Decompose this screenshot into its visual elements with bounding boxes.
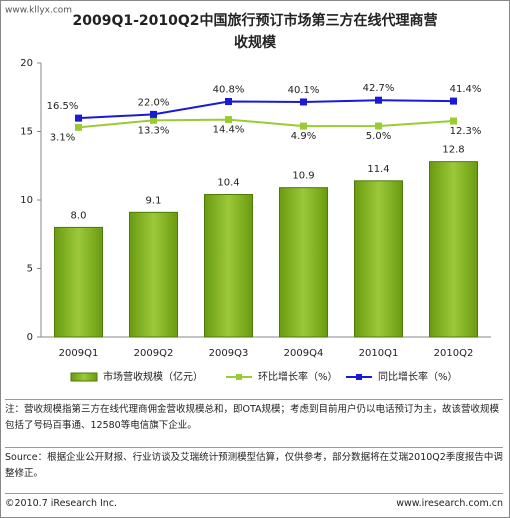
line-value-label: 3.1% (50, 132, 75, 143)
y-tick-label: 15 (20, 127, 33, 138)
line-marker (300, 98, 307, 106)
legend-swatch (70, 372, 98, 382)
x-tick-label: 2009Q2 (134, 348, 174, 359)
legend-label: 市场营收规模（亿元） (103, 370, 203, 383)
line-value-label: 40.8% (213, 84, 245, 95)
watermark: www.kllyx.com (5, 6, 72, 16)
line-value-label: 41.4% (450, 84, 482, 95)
footer: ©2010.7 iResearch Inc. www.iresearch.com… (5, 493, 503, 512)
footer-left: ©2010.7 iResearch Inc. (5, 498, 118, 509)
line-marker (450, 97, 457, 105)
legend-label: 环比增长率（%） (258, 370, 338, 383)
line-marker (225, 116, 232, 124)
bar (354, 180, 403, 338)
bar (429, 161, 478, 338)
line-value-label: 22.0% (138, 97, 170, 108)
line-marker (375, 96, 382, 104)
line-marker (75, 114, 82, 122)
line-marker (300, 122, 307, 130)
legend-label: 同比增长率（%） (378, 370, 458, 383)
x-tick-label: 2009Q1 (59, 348, 99, 359)
footer-right: www.iresearch.com.cn (396, 498, 503, 509)
bar-value-label: 8.0 (71, 210, 87, 221)
source: Source：根据企业公开财报、行业访谈及艾瑞统计预测模型估算，仅供参考，部分数… (5, 447, 503, 482)
line-value-label: 4.9% (291, 131, 316, 142)
line-value-label: 42.7% (363, 83, 395, 94)
line-value-label: 14.4% (213, 125, 245, 136)
bar (129, 211, 178, 338)
bar (279, 187, 328, 338)
line-marker (150, 110, 157, 118)
bar-value-label: 10.9 (292, 171, 314, 182)
bar-value-label: 10.4 (217, 178, 239, 189)
bar (204, 194, 253, 338)
bar-value-label: 9.1 (146, 195, 162, 206)
chart-title: 2009Q1-2010Q2中国旅行预订市场第三方在线代理商营 (72, 12, 437, 29)
note: 注：营收规模指第三方在线代理商佣金营收规模总和，即OTA规模；考虑到目前用户仍以… (5, 399, 503, 434)
legend-swatch (356, 374, 362, 380)
line (78, 99, 454, 120)
y-tick-label: 5 (27, 264, 33, 275)
y-tick-label: 0 (27, 332, 33, 343)
line-value-label: 12.3% (450, 126, 482, 137)
line-marker (375, 122, 382, 130)
bar (54, 226, 103, 338)
line (78, 118, 454, 129)
x-tick-label: 2010Q1 (359, 348, 399, 359)
line-marker (75, 123, 82, 131)
bar-value-label: 12.8 (442, 145, 464, 156)
legend-swatch (236, 374, 242, 380)
line-marker (150, 116, 157, 124)
chart: www.kllyx.com 2009Q1-2010Q2中国旅行预订市场第三方在线… (5, 6, 491, 383)
chart-subtitle: 收规模 (234, 34, 277, 51)
y-tick-label: 10 (20, 195, 33, 206)
x-tick-label: 2009Q4 (284, 348, 324, 359)
line-marker (450, 117, 457, 125)
x-tick-label: 2010Q2 (434, 348, 474, 359)
line-marker (225, 97, 232, 105)
x-tick-label: 2009Q3 (209, 348, 249, 359)
line-value-label: 16.5% (47, 101, 79, 112)
bar-value-label: 11.4 (367, 164, 389, 175)
line-value-label: 13.3% (138, 125, 170, 136)
y-tick-label: 20 (20, 58, 33, 69)
line-value-label: 5.0% (366, 131, 391, 142)
line-value-label: 40.1% (288, 85, 320, 96)
